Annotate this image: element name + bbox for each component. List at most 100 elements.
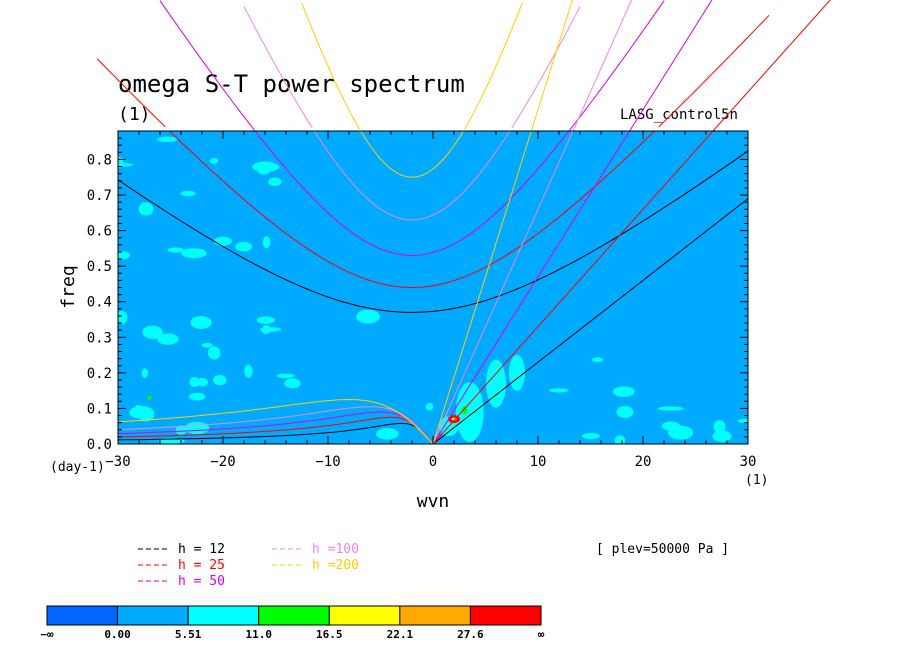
power-patch — [141, 368, 149, 378]
inertia-gravity-overflow — [159, 0, 665, 131]
inertia-gravity-curve — [313, 131, 511, 221]
y-tick-label: 0.7 — [87, 188, 112, 204]
inertia-gravity-overflow — [301, 2, 523, 130]
colorbar-bin — [469, 605, 542, 626]
power-patch — [142, 325, 163, 339]
power-patch — [486, 359, 506, 408]
x-tick-label: −30 — [105, 454, 130, 470]
power-patch — [175, 425, 187, 436]
chart-subtitle: (1) — [118, 104, 151, 125]
y-tick-label: 0.6 — [87, 224, 112, 240]
power-patch — [118, 310, 128, 325]
power-patch — [509, 354, 525, 391]
kelvin-curve — [432, 131, 574, 444]
power-patch-green — [147, 395, 152, 400]
power-patch — [582, 433, 601, 440]
legend-label: h = 12 — [178, 542, 225, 557]
power-patch — [196, 377, 208, 387]
y-tick-label: 0.4 — [87, 295, 112, 311]
x-tick-label: 30 — [740, 454, 757, 470]
kelvin-curve — [432, 197, 748, 444]
power-patch — [189, 376, 200, 387]
colorbar-bin — [117, 605, 189, 626]
rossby-curve — [118, 411, 434, 444]
power-patch — [213, 236, 232, 246]
power-patch — [262, 236, 271, 249]
colorbar-label: −∞ — [40, 628, 54, 641]
power-patch — [138, 202, 154, 216]
kelvin-curve — [432, 131, 714, 444]
power-patch — [180, 190, 196, 197]
power-patch — [268, 177, 282, 186]
colorbar-bin — [46, 605, 119, 626]
power-patch — [276, 373, 295, 379]
y-tick-label: 0.3 — [87, 330, 112, 346]
power-patch — [167, 247, 184, 253]
power-patch — [188, 392, 206, 401]
y-tick-label: 0.0 — [87, 437, 112, 453]
inertia-gravity-overflow — [96, 14, 770, 128]
power-patch — [190, 315, 212, 329]
x-axis-title: wvn — [417, 491, 450, 512]
colorbar-label: 22.1 — [387, 628, 414, 641]
power-patch — [261, 325, 271, 335]
x-tick-label: 20 — [635, 454, 652, 470]
power-patch — [256, 316, 276, 324]
kelvin-overflow — [712, 0, 831, 132]
power-patch — [207, 346, 221, 360]
y-tick-label: 0.5 — [87, 259, 112, 275]
power-patch — [118, 250, 131, 260]
power-patch — [201, 342, 213, 348]
power-patch — [157, 136, 178, 142]
y-tick-label: 0.2 — [87, 366, 112, 382]
colorbar-bin — [258, 605, 330, 626]
power-patch — [679, 430, 688, 436]
kelvin-overflow — [572, 0, 633, 132]
inertia-gravity-curve — [168, 131, 656, 289]
x-tick-label: −20 — [210, 454, 235, 470]
x-tick-label: 0 — [429, 454, 437, 470]
legend-label: h = 50 — [178, 574, 225, 589]
power-patch — [184, 421, 210, 435]
kelvin-overflow — [530, 0, 573, 132]
power-patch — [213, 374, 227, 386]
colorbar-label: ∞ — [538, 628, 545, 641]
x-tick-label: 10 — [530, 454, 547, 470]
rossby-curve — [118, 422, 434, 444]
legend-label: h = 25 — [178, 558, 225, 573]
x-unit-label: (1) — [745, 473, 768, 488]
inertia-gravity-curve — [360, 131, 464, 178]
power-patch — [284, 378, 301, 389]
inertia-gravity-curve — [254, 131, 570, 257]
plot-background — [118, 131, 748, 444]
kelvin-curve — [432, 131, 631, 444]
power-patch — [616, 405, 634, 419]
power-patch — [425, 402, 434, 411]
colorbar-label: 11.0 — [245, 628, 272, 641]
power-patch — [612, 386, 635, 397]
legend-label: h =100 — [312, 542, 359, 557]
power-patch — [713, 420, 726, 434]
power-patch — [657, 406, 684, 411]
y-unit-label: (day-1) — [50, 460, 105, 475]
power-patch — [455, 381, 484, 442]
rossby-curve — [118, 416, 434, 444]
kelvin-overflow — [629, 0, 713, 132]
kelvin-curve — [432, 131, 532, 444]
power-patch — [129, 405, 154, 419]
power-patch — [376, 428, 399, 440]
dispersion-curves — [118, 131, 748, 444]
colorbar-bin — [399, 605, 471, 626]
rossby-curve — [118, 398, 434, 444]
power-patch — [549, 388, 569, 393]
colorbar-bin — [187, 605, 260, 626]
colorbar-label: 0.00 — [104, 628, 131, 641]
power-patch — [737, 418, 748, 424]
y-tick-label: 0.8 — [87, 152, 112, 168]
legend-label: h =200 — [312, 558, 359, 573]
colorbar-label: 16.5 — [316, 628, 343, 641]
power-patch — [118, 162, 134, 167]
power-patch — [157, 333, 179, 345]
